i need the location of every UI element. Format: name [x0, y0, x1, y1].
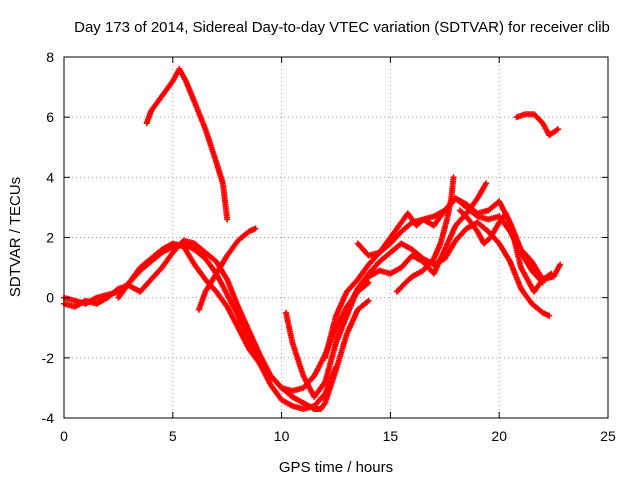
x-tick-label: 25 — [600, 428, 616, 444]
x-tick-label: 10 — [274, 428, 290, 444]
series-track-2 — [61, 240, 339, 412]
y-tick-label: 0 — [46, 290, 54, 306]
y-tick-label: 8 — [46, 49, 54, 65]
series-track-6 — [283, 219, 553, 400]
chart-title: Day 173 of 2014, Sidereal Day-to-day VTE… — [74, 19, 610, 36]
x-tick-label: 15 — [383, 428, 399, 444]
y-tick-label: 4 — [46, 169, 54, 185]
y-tick-label: -4 — [42, 410, 55, 426]
data-point-markers — [513, 111, 561, 139]
data-point-markers — [143, 66, 231, 223]
series-track-12 — [457, 207, 555, 295]
series-track-10 — [393, 174, 457, 295]
series-track-1 — [61, 237, 372, 412]
x-tick-label: 5 — [169, 428, 177, 444]
data-point-markers — [61, 237, 372, 412]
x-tick-label: 20 — [491, 428, 507, 444]
series-track-4 — [195, 225, 259, 313]
series-track-5 — [143, 66, 231, 223]
data-point-markers — [61, 240, 339, 412]
y-tick-label: 2 — [46, 230, 54, 246]
y-tick-label: 6 — [46, 109, 54, 125]
y-tick-label: -2 — [42, 350, 55, 366]
y-axis-label: SDTVAR / TECUs — [7, 177, 24, 297]
data-point-markers — [393, 174, 457, 295]
x-axis-label: GPS time / hours — [279, 459, 393, 476]
data-point-markers — [457, 207, 555, 295]
x-tick-label: 0 — [60, 428, 68, 444]
data-point-markers — [283, 219, 553, 400]
data-series — [61, 66, 564, 412]
series-track-11 — [513, 111, 561, 139]
data-point-markers — [195, 225, 259, 313]
axis-ticks: 0 5 10 15 20 25 -4 -2 0 2 4 6 8 — [42, 49, 616, 444]
